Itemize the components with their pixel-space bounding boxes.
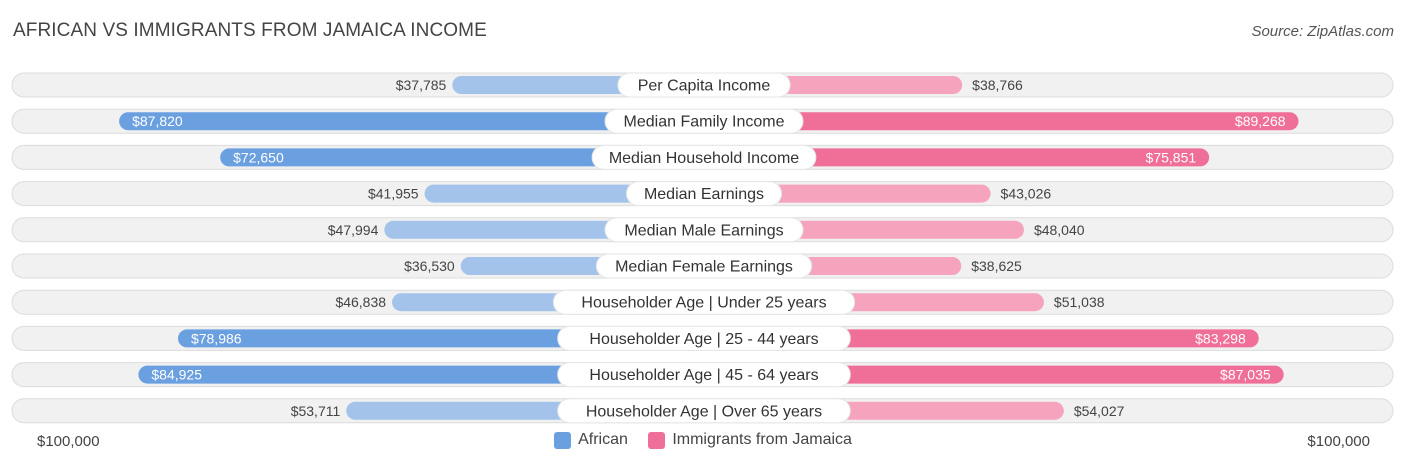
axis-right-label: $100,000 xyxy=(1307,433,1370,450)
category-pill xyxy=(552,289,856,315)
category-pill xyxy=(626,181,782,207)
legend-item-jamaica[interactable]: Immigrants from Jamaica xyxy=(648,431,852,449)
category-label: Median Earnings xyxy=(644,186,764,203)
bar-african xyxy=(119,112,705,131)
category-pill xyxy=(617,72,791,98)
value-label-jamaica: $75,851 xyxy=(1146,149,1197,165)
bar-african xyxy=(220,148,704,167)
value-label-jamaica: $51,038 xyxy=(1054,294,1105,310)
bar-jamaica xyxy=(704,112,1299,131)
category-pill xyxy=(557,362,851,388)
category-pill xyxy=(557,398,851,424)
value-label-african: $78,986 xyxy=(191,330,242,346)
legend-label-jamaica: Immigrants from Jamaica xyxy=(672,431,852,448)
value-label-jamaica: $48,040 xyxy=(1034,222,1085,238)
legend: African Immigrants from Jamaica xyxy=(0,431,1406,454)
value-label-jamaica: $38,625 xyxy=(971,258,1022,274)
category-label: Median Male Earnings xyxy=(624,222,783,239)
category-label: Householder Age | Under 25 years xyxy=(581,295,826,312)
value-label-jamaica: $89,268 xyxy=(1235,113,1286,129)
bar-jamaica xyxy=(704,148,1210,167)
axis-left-label: $100,000 xyxy=(37,433,100,450)
category-pill xyxy=(604,108,804,134)
value-label-jamaica: $87,035 xyxy=(1220,367,1271,383)
source-label: Source: ZipAtlas.com xyxy=(1251,23,1394,40)
legend-label-african: African xyxy=(578,431,628,448)
category-pill xyxy=(591,144,817,170)
category-pill xyxy=(557,325,851,351)
value-label-african: $53,711 xyxy=(291,403,341,419)
value-label-jamaica: $54,027 xyxy=(1074,403,1125,419)
category-label: Median Family Income xyxy=(624,114,785,131)
category-pill xyxy=(604,217,804,243)
category-label: Median Household Income xyxy=(609,150,799,167)
value-label-african: $84,925 xyxy=(151,367,202,383)
category-label: Householder Age | 25 - 44 years xyxy=(589,331,818,348)
value-label-jamaica: $38,766 xyxy=(972,77,1023,93)
legend-item-african[interactable]: African xyxy=(554,431,628,449)
value-label-african: $47,994 xyxy=(328,222,379,238)
value-label-african: $37,785 xyxy=(396,77,447,93)
value-label-jamaica: $83,298 xyxy=(1195,330,1246,346)
value-label-african: $87,820 xyxy=(132,113,183,129)
value-label-african: $36,530 xyxy=(404,258,455,274)
category-pill xyxy=(595,253,813,279)
value-label-jamaica: $43,026 xyxy=(1001,186,1052,202)
legend-swatch-jamaica xyxy=(648,431,666,449)
value-label-african: $46,838 xyxy=(335,294,386,310)
category-label: Householder Age | 45 - 64 years xyxy=(589,367,818,384)
category-label: Median Female Earnings xyxy=(615,259,793,276)
chart-title: AFRICAN VS IMMIGRANTS FROM JAMAICA INCOM… xyxy=(13,20,487,41)
value-label-african: $41,955 xyxy=(368,186,419,202)
value-label-african: $72,650 xyxy=(233,149,284,165)
chart-area: $37,785 $38,766 Per Capita Income $87,820 $8… xyxy=(11,72,1394,424)
category-label: Householder Age | Over 65 years xyxy=(586,403,822,420)
category-label: Per Capita Income xyxy=(638,78,771,95)
legend-swatch-african xyxy=(554,431,572,449)
